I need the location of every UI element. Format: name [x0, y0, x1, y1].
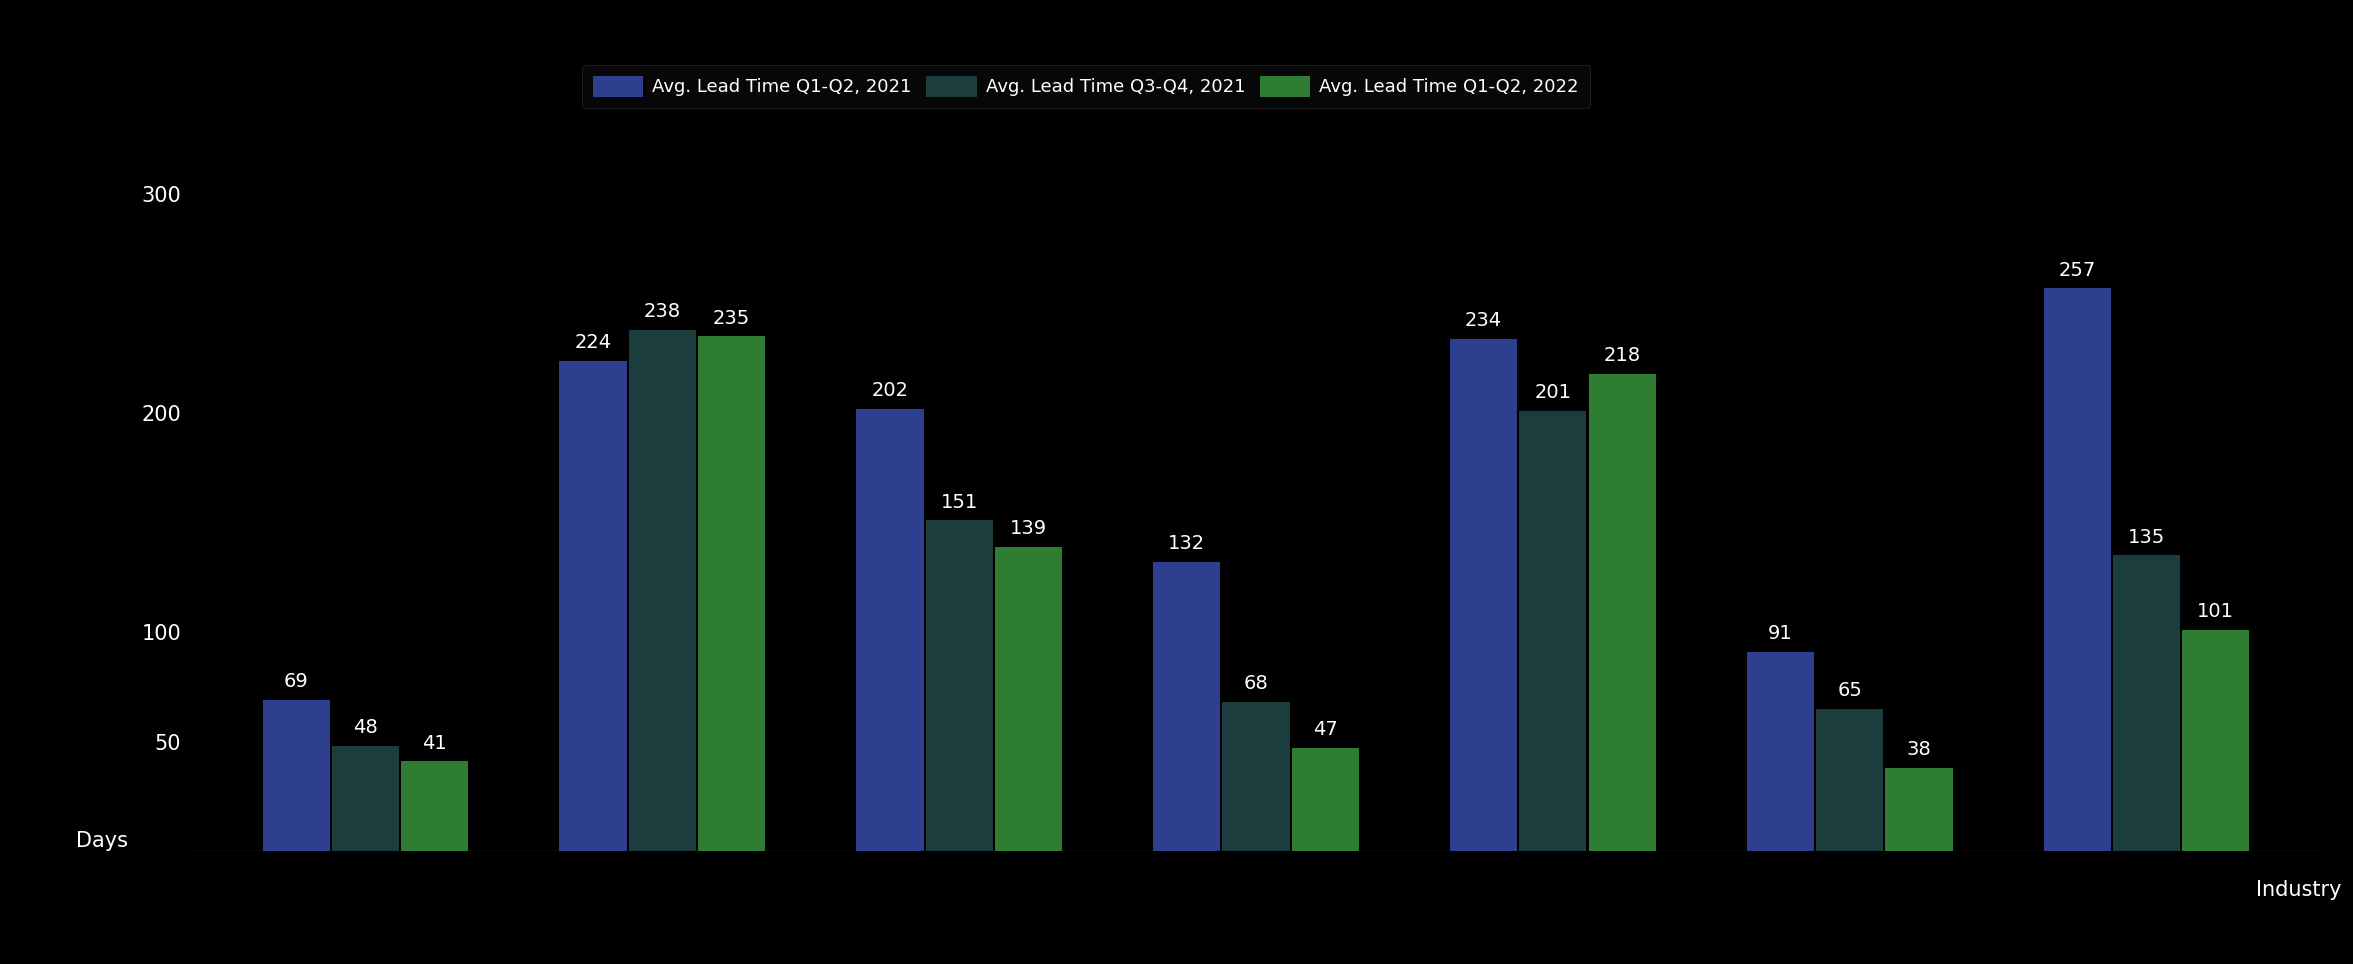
Text: 201: 201	[1534, 383, 1572, 402]
Bar	[1153, 562, 1221, 851]
Bar	[1449, 338, 1518, 851]
Bar	[1588, 374, 1657, 851]
Text: 202: 202	[871, 381, 908, 400]
Bar	[628, 330, 696, 851]
Text: 235: 235	[713, 308, 751, 328]
Bar	[2113, 555, 2181, 851]
Bar	[1746, 652, 1814, 851]
Text: 69: 69	[285, 672, 308, 691]
Text: 218: 218	[1605, 346, 1640, 365]
Text: 234: 234	[1466, 310, 1501, 330]
Bar	[264, 700, 329, 851]
Text: 91: 91	[1767, 624, 1793, 643]
Text: 257: 257	[2059, 260, 2097, 280]
Bar	[1292, 748, 1360, 851]
Text: Industry: Industry	[2257, 880, 2341, 900]
Bar	[400, 762, 468, 851]
Bar	[925, 521, 993, 851]
Text: 41: 41	[421, 734, 447, 753]
Bar	[1885, 768, 1953, 851]
Text: 38: 38	[1906, 740, 1932, 759]
Text: Days: Days	[78, 831, 129, 851]
Bar	[699, 336, 765, 851]
Text: 132: 132	[1167, 534, 1205, 553]
Bar	[995, 547, 1061, 851]
Text: 48: 48	[353, 718, 379, 737]
Bar	[560, 361, 626, 851]
Text: 224: 224	[574, 333, 612, 352]
Text: 151: 151	[941, 493, 979, 512]
Bar	[2045, 288, 2111, 851]
Text: 65: 65	[1838, 681, 1861, 700]
Bar	[332, 746, 400, 851]
Bar	[1224, 702, 1289, 851]
Bar	[856, 409, 922, 851]
Legend: Avg. Lead Time Q1-Q2, 2021, Avg. Lead Time Q3-Q4, 2021, Avg. Lead Time Q1-Q2, 20: Avg. Lead Time Q1-Q2, 2021, Avg. Lead Ti…	[581, 66, 1591, 108]
Text: 68: 68	[1245, 675, 1268, 693]
Bar	[1817, 709, 1882, 851]
Bar	[1520, 411, 1586, 851]
Text: 101: 101	[2198, 602, 2235, 621]
Text: 47: 47	[1313, 720, 1337, 739]
Text: 135: 135	[2127, 527, 2165, 547]
Text: 238: 238	[645, 302, 680, 321]
Text: 139: 139	[1009, 519, 1047, 538]
Bar	[2181, 629, 2249, 851]
